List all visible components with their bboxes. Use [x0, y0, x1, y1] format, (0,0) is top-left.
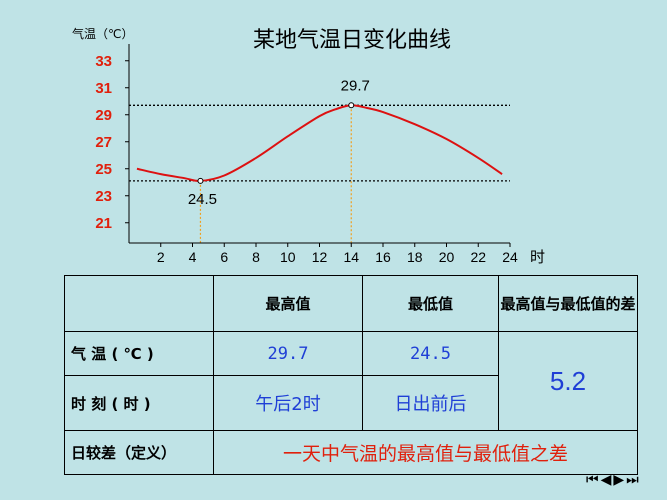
x-tick-label: 8: [252, 249, 260, 265]
prev-slide-icon[interactable]: ◀: [600, 472, 614, 488]
row-time-label: 时 刻 ( 时 ): [64, 375, 214, 431]
data-label: 29.7: [341, 77, 370, 94]
extremum-point: [197, 177, 204, 184]
y-tick-label: 33: [95, 53, 112, 70]
y-tick-label: 31: [95, 80, 112, 97]
data-label: 24.5: [188, 191, 217, 208]
x-tick-label: 4: [189, 249, 197, 265]
x-tick-label: 2: [157, 249, 165, 265]
y-tick-label: 27: [95, 134, 112, 151]
x-tick-label: 18: [407, 249, 423, 265]
temp-min-value: 24.5: [362, 331, 499, 376]
y-tick-label: 23: [95, 188, 112, 205]
y-tick-label: 29: [95, 107, 112, 124]
definition-text: 一天中气温的最高值与最低值之差: [213, 430, 638, 475]
slide-nav[interactable]: ⏮◀▶⏭: [586, 472, 641, 488]
time-min-value: 日出前后: [362, 375, 499, 431]
x-tick-label: 16: [375, 249, 391, 265]
time-max-value: 午后2时: [213, 375, 363, 431]
header-min: 最低值: [362, 275, 499, 332]
temperature-curve: [136, 104, 503, 182]
x-axis-label: 时: [530, 249, 545, 266]
table-corner: [64, 275, 214, 332]
temp-max-value: 29.7: [213, 331, 363, 376]
y-tick-label: 25: [95, 161, 112, 178]
last-slide-icon[interactable]: ⏭: [626, 472, 641, 488]
definition-label: 日较差（定义）: [64, 430, 214, 475]
header-max: 最高值: [213, 275, 363, 332]
summary-table: 最高值 最低值 最高值与最低值的差 气 温 ( ℃ ) 29.7 24.5 5.…: [64, 275, 638, 475]
y-tick-label: 21: [95, 215, 112, 232]
diff-value: 5.2: [498, 331, 638, 431]
first-slide-icon[interactable]: ⏮: [586, 472, 601, 488]
row-temp-label: 气 温 ( ℃ ): [64, 331, 214, 376]
y-axis-label: 气温（℃）: [72, 26, 133, 41]
x-tick-label: 10: [280, 249, 296, 265]
header-diff: 最高值与最低值的差: [498, 275, 638, 332]
chart-title: 某地气温日变化曲线: [253, 28, 451, 53]
x-tick-label: 12: [312, 249, 328, 265]
x-tick-label: 22: [470, 249, 486, 265]
x-tick-label: 6: [220, 249, 228, 265]
next-slide-icon[interactable]: ▶: [613, 472, 627, 488]
x-tick-label: 24: [502, 249, 518, 265]
extremum-point: [348, 102, 355, 109]
x-tick-label: 14: [343, 249, 359, 265]
x-tick-label: 20: [439, 249, 455, 265]
